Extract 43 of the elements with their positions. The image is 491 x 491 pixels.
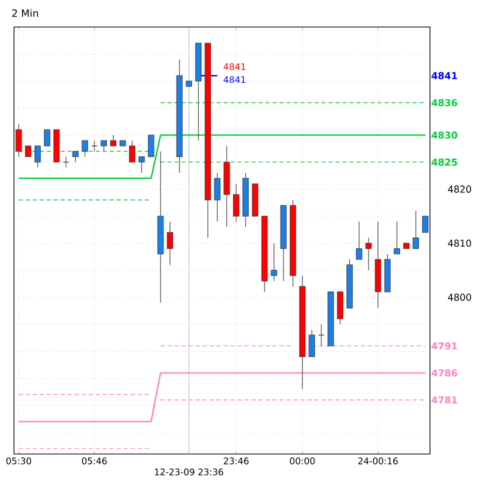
x-tick-label: 05:30 — [6, 458, 32, 464]
candlestick — [82, 140, 88, 158]
candlestick — [72, 150, 79, 162]
candlestick — [318, 324, 325, 346]
x-tick-label: 12-23-09 23:36 — [155, 468, 224, 476]
series-label: 4836 — [432, 99, 458, 106]
y-tick-label: 4800 — [448, 294, 472, 301]
candlestick — [91, 140, 98, 152]
annotation: 4841 — [224, 76, 246, 84]
candlestick — [16, 124, 22, 158]
text: 4841 — [432, 72, 457, 80]
x-tick-label: 24-00:16 — [358, 458, 398, 464]
series-label: 4830 — [432, 132, 458, 139]
candlestick — [148, 134, 154, 158]
candlestick — [25, 146, 32, 158]
candlestick — [233, 183, 240, 222]
chart-title: 2 Min — [12, 9, 38, 17]
y-tick-label: 4810 — [448, 240, 472, 247]
candlestick — [62, 156, 70, 168]
series-label: 4781 — [432, 396, 457, 404]
candlestick — [129, 140, 136, 162]
series-label: 4786 — [432, 369, 458, 377]
candlestick — [412, 210, 419, 249]
candlestick — [308, 329, 315, 358]
candlestick — [365, 237, 372, 271]
candlestick — [214, 172, 220, 222]
candlestick — [166, 221, 174, 266]
x-tick-label: 00:00 — [290, 458, 315, 464]
x-tick-label: 05:46 — [82, 458, 107, 464]
candlestick — [44, 129, 50, 146]
candlestick — [110, 134, 116, 146]
candlestick — [422, 216, 428, 233]
series-label: 4825 — [432, 158, 457, 166]
series-label: 4791 — [432, 342, 457, 350]
candlestick — [100, 140, 107, 152]
candlestick — [270, 242, 278, 282]
y-tick-label: 4820 — [448, 186, 472, 193]
annotation: 4841 — [224, 63, 246, 70]
candlestick — [394, 221, 400, 254]
candlestick — [356, 221, 362, 260]
x-tick-label: 23:46 — [224, 458, 249, 464]
candlestick — [34, 146, 41, 168]
candlestick — [138, 156, 145, 174]
